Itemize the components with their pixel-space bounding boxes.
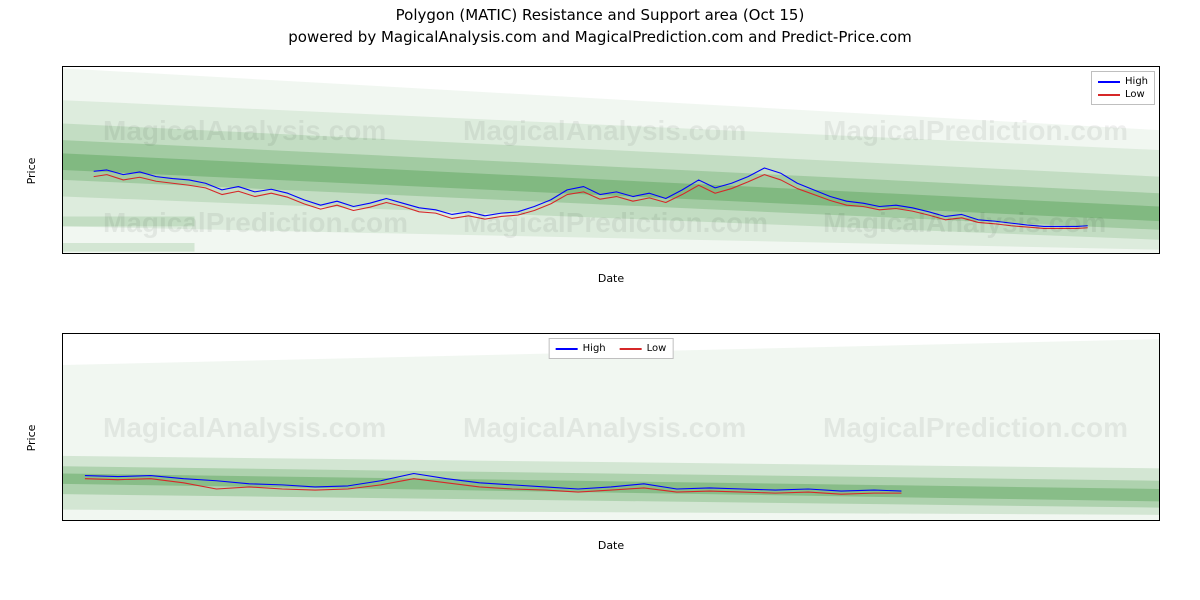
legend-item-low: Low — [620, 342, 667, 355]
x-tick-mark — [515, 253, 516, 254]
legend-label: High — [1125, 75, 1148, 88]
chart-subtitle: powered by MagicalAnalysis.com and Magic… — [0, 28, 1200, 48]
x-axis-label: Date — [62, 539, 1160, 552]
bottom-plot-area: MagicalAnalysis.com MagicalAnalysis.com … — [62, 333, 1160, 521]
x-tick-mark — [777, 520, 778, 521]
top-plot-area: MagicalAnalysis.com MagicalAnalysis.com … — [62, 66, 1160, 254]
bottom-price-lines — [63, 334, 1159, 520]
top-price-lines — [63, 67, 1159, 253]
legend-swatch — [556, 348, 578, 350]
legend-item-high: High — [1098, 75, 1148, 88]
x-tick-mark — [930, 520, 931, 521]
y-axis-label: Price — [25, 424, 38, 451]
x-tick-mark — [1084, 520, 1085, 521]
x-tick-mark — [623, 520, 624, 521]
x-tick-mark — [838, 253, 839, 254]
bottom-chart: Price MagicalAnalysis.com MagicalAnalysi… — [62, 325, 1160, 550]
legend-item-low: Low — [1098, 88, 1148, 101]
x-tick-mark — [85, 253, 86, 254]
x-tick-mark — [300, 253, 301, 254]
legend-label: High — [583, 342, 606, 355]
y-axis-label: Price — [25, 157, 38, 184]
x-tick-mark — [1053, 253, 1054, 254]
x-tick-mark — [946, 253, 947, 254]
legend: High Low — [549, 338, 674, 359]
legend-item-high: High — [556, 342, 606, 355]
x-tick-mark — [193, 253, 194, 254]
legend: High Low — [1091, 71, 1155, 105]
x-axis-label: Date — [62, 272, 1160, 285]
x-tick-mark — [469, 520, 470, 521]
x-tick-mark — [408, 253, 409, 254]
legend-swatch — [1098, 94, 1120, 96]
x-tick-mark — [623, 253, 624, 254]
x-tick-mark — [162, 520, 163, 521]
chart-title: Polygon (MATIC) Resistance and Support a… — [0, 6, 1200, 26]
legend-label: Low — [1125, 88, 1145, 101]
legend-swatch — [1098, 81, 1120, 83]
x-tick-mark — [316, 520, 317, 521]
top-chart: Price MagicalAnalysis.com MagicalAnalysi… — [62, 58, 1160, 283]
legend-swatch — [620, 348, 642, 350]
legend-label: Low — [647, 342, 667, 355]
x-tick-mark — [731, 253, 732, 254]
